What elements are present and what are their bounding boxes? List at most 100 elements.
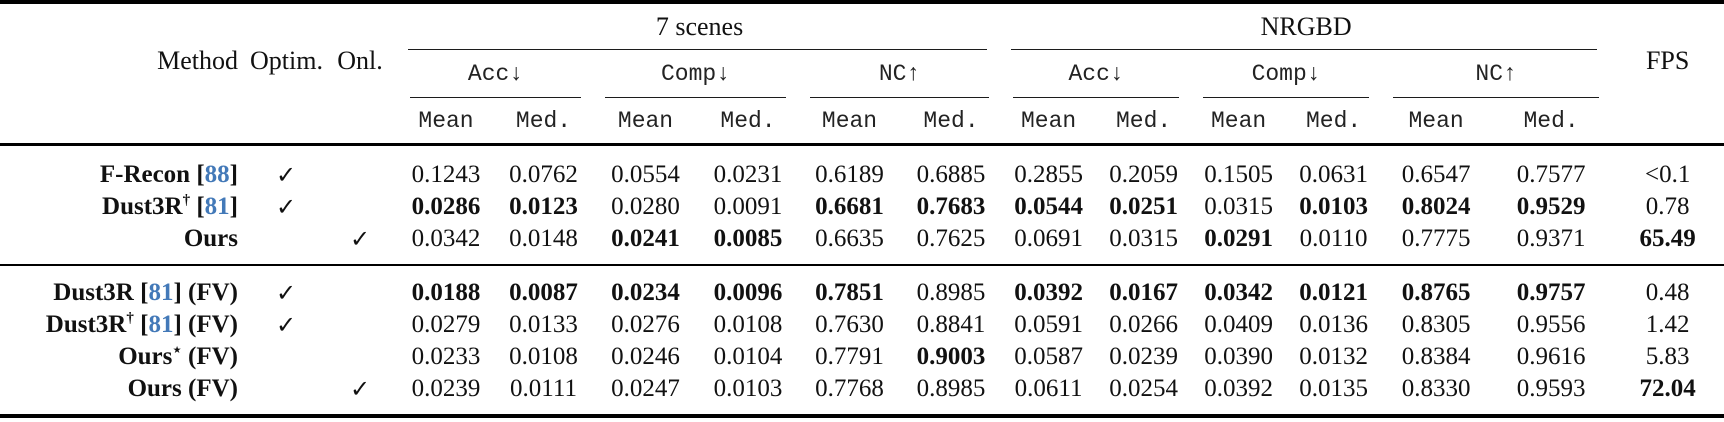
value-cell: 0.0103	[1299, 193, 1368, 220]
citation-link[interactable]: 81	[148, 311, 174, 338]
value-cell: 0.8765	[1401, 279, 1471, 306]
method-name: Ours	[127, 375, 182, 402]
value-cell: 0.1505	[1204, 161, 1273, 188]
citation-link[interactable]: 81	[148, 279, 174, 306]
value-cell: 0.0108	[509, 343, 578, 370]
value-cell: 0.9371	[1491, 223, 1612, 266]
citation-bracket: ]	[229, 193, 238, 220]
header-fps: FPS	[1611, 2, 1724, 146]
citation-bracket: [	[190, 161, 205, 188]
optim-cell	[250, 373, 322, 416]
value-cell: 0.0167	[1109, 279, 1178, 306]
table-row: Dust3R† [81] ✓ 0.0286 0.0123 0.0280 0.0091 0.6…	[0, 191, 1724, 223]
value-cell: 0.0315	[1204, 193, 1273, 220]
citation-bracket: [	[133, 311, 149, 338]
value-cell: 0.0234	[611, 279, 680, 306]
value-cell: 0.0133	[509, 311, 578, 338]
value-cell: 0.8841	[916, 311, 986, 338]
header-method: Method	[0, 2, 250, 146]
value-cell: 0.8985	[916, 279, 986, 306]
method-suffix: (FV)	[181, 343, 238, 370]
value-cell: 0.0390	[1204, 343, 1273, 370]
stat-header-med: Med.	[1491, 98, 1612, 146]
value-cell: 0.7768	[815, 375, 884, 402]
citation-bracket: [	[190, 193, 205, 220]
method-suffix: (FV)	[181, 279, 238, 306]
value-cell: 0.0286	[411, 193, 481, 220]
value-cell: 0.7683	[916, 193, 986, 220]
value-cell: 0.0188	[411, 279, 481, 306]
header-optim: Optim.	[250, 2, 323, 146]
value-cell: 0.8330	[1401, 375, 1471, 402]
value-cell: 0.7577	[1516, 161, 1586, 188]
value-cell: 0.0254	[1109, 375, 1178, 402]
value-cell: 0.7775	[1381, 223, 1492, 266]
value-cell: 0.6189	[815, 161, 884, 188]
value-cell: 0.0241	[593, 223, 698, 266]
value-cell: 0.9593	[1516, 375, 1586, 402]
value-cell: 0.0587	[1014, 343, 1083, 370]
table-row: F-Recon [88] ✓ 0.1243 0.0762 0.0554 0.0231 0.6…	[0, 145, 1724, 192]
optim-cell: ✓	[250, 309, 322, 341]
value-cell: 0.2855	[1014, 161, 1083, 188]
stat-header-mean: Mean	[593, 98, 698, 146]
value-cell: 0.0233	[411, 343, 481, 370]
optim-cell: ✓	[250, 145, 322, 192]
value-cell: 0.7791	[815, 343, 884, 370]
stat-header-med: Med.	[494, 98, 593, 146]
metric-header-acc-7scenes: Acc↓	[398, 50, 593, 98]
group-header-7scenes: 7 scenes	[398, 2, 1001, 50]
citation-link[interactable]: 81	[204, 193, 230, 220]
fps-cell: 0.78	[1645, 193, 1690, 220]
value-cell: 0.9616	[1516, 343, 1586, 370]
value-cell: 0.0136	[1299, 311, 1368, 338]
value-cell: 0.8985	[916, 375, 986, 402]
header-onl: Onl.	[322, 2, 398, 146]
method-cell: Dust3R† [81] (FV)	[0, 309, 250, 341]
value-cell: 0.0087	[509, 279, 578, 306]
value-cell: 0.8024	[1401, 193, 1471, 220]
checkmark-icon: ✓	[349, 226, 371, 253]
table-row: Dust3R [81] (FV) ✓ 0.0188 0.0087 0.0234 0.009…	[0, 265, 1724, 309]
value-cell: 0.0091	[713, 193, 783, 220]
fps-cell: 0.48	[1645, 279, 1690, 306]
citation-link[interactable]: 88	[204, 161, 230, 188]
value-cell: 0.0231	[713, 161, 783, 188]
metric-header-comp-7scenes: Comp↓	[593, 50, 798, 98]
checkmark-icon: ✓	[349, 376, 371, 403]
value-cell: 0.6635	[798, 223, 901, 266]
metric-header-comp-nrgbd: Comp↓	[1191, 50, 1381, 98]
value-cell: 0.0342	[1204, 279, 1273, 306]
table-header: Method Optim. Onl. 7 scenes NRGBD FPS Ac…	[0, 2, 1724, 146]
dagger-sup: †	[182, 192, 191, 209]
value-cell: 0.0111	[510, 375, 577, 402]
group-header-nrgbd: NRGBD	[1001, 2, 1611, 50]
value-cell: 0.0631	[1299, 161, 1368, 188]
value-cell: 0.6681	[815, 193, 884, 220]
onl-cell	[322, 265, 398, 309]
checkmark-icon: ✓	[275, 162, 297, 189]
value-cell: 0.0121	[1299, 279, 1368, 306]
method-suffix: (FV)	[181, 311, 238, 338]
optim-cell	[250, 341, 322, 373]
method-cell: F-Recon [88]	[0, 145, 250, 192]
value-cell: 0.2059	[1109, 161, 1178, 188]
value-cell: 0.0239	[1109, 343, 1178, 370]
value-cell: 0.0085	[698, 223, 798, 266]
table-row: Ours⋆ (FV) 0.0233 0.0108 0.0246 0.0104 0.7791…	[0, 341, 1724, 373]
metric-header-nc-7scenes: NC↑	[798, 50, 1001, 98]
value-cell: 0.7625	[901, 223, 1002, 266]
value-cell: 0.0554	[611, 161, 680, 188]
fps-cell: 1.42	[1645, 311, 1690, 338]
fps-cell: 72.04	[1639, 375, 1696, 402]
onl-cell	[322, 145, 398, 192]
value-cell: 0.7630	[815, 311, 884, 338]
value-cell: 0.0103	[713, 375, 783, 402]
value-cell: 0.0132	[1299, 343, 1368, 370]
optim-cell	[250, 223, 322, 266]
value-cell: 0.0251	[1109, 193, 1178, 220]
fps-cell: 5.83	[1645, 343, 1690, 370]
method-suffix: (FV)	[181, 375, 238, 402]
value-cell: 0.0276	[611, 311, 680, 338]
